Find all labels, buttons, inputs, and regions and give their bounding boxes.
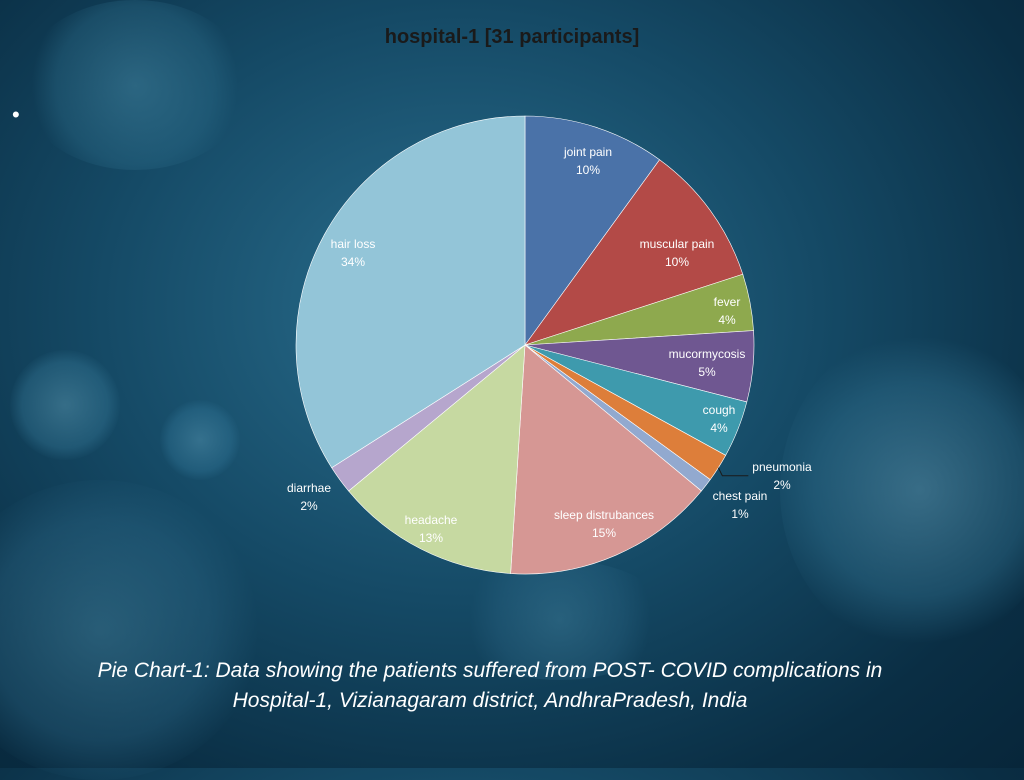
- background-virus-image: [780, 330, 1024, 650]
- slice-label-value: 1%: [731, 507, 749, 521]
- slice-label-value: 10%: [576, 163, 600, 177]
- slice-label-value: 4%: [710, 421, 728, 435]
- caption-line-2: Hospital-1, Vizianagaram district, Andhr…: [232, 689, 748, 712]
- figure-caption: Pie Chart-1: Data showing the patients s…: [40, 656, 940, 716]
- chart-title: hospital-1 [31 participants]: [384, 26, 640, 48]
- caption-line-1: Pie Chart-1: Data showing the patients s…: [97, 659, 883, 682]
- slice-label-value: 15%: [592, 526, 616, 540]
- slice-label-value: 4%: [718, 313, 736, 327]
- slice-label-value: 2%: [773, 478, 791, 492]
- slice-label-value: 2%: [300, 499, 318, 513]
- slice-label-value: 10%: [665, 255, 689, 269]
- leader-line-pneumonia: [717, 467, 749, 477]
- background-virus-image: [0, 480, 260, 780]
- background-virus-image: [10, 350, 120, 460]
- slice-label-name: cough: [703, 403, 736, 417]
- slice-label-value: 34%: [341, 255, 365, 269]
- background-virus-image: [20, 0, 250, 170]
- slice-label-value: 5%: [698, 365, 716, 379]
- slice-label-name: joint pain: [563, 145, 612, 159]
- slice-label-name: pneumonia: [752, 460, 812, 474]
- slice-label-name: fever: [714, 295, 741, 309]
- slice-label-value: 13%: [419, 531, 443, 545]
- slice-label-name: diarrhae: [287, 481, 331, 495]
- background-virus-image: [450, 560, 670, 680]
- slice-label-name: mucormycosis: [669, 347, 746, 361]
- pie-slice-sleep-distrubances: [510, 344, 702, 575]
- pie-slice-headache: [348, 344, 526, 574]
- pie-slice-joint-pain: [524, 115, 661, 346]
- slice-labels: joint pain 10% muscular pain 10% fever 4% muco…: [287, 145, 812, 545]
- slice-label-name: hair loss: [331, 237, 376, 251]
- leader-lines: [717, 467, 749, 477]
- background-virus-image: [160, 400, 240, 480]
- slice-label-name: headache: [405, 513, 458, 527]
- slice-label-name: muscular pain: [640, 237, 715, 251]
- pie-slice-hair-loss: [295, 115, 526, 469]
- slice-label-name: sleep distrubances: [554, 508, 654, 522]
- pie-slice-muscular-pain: [524, 159, 744, 346]
- pie-slices: [295, 115, 755, 575]
- bullet-point: •: [12, 102, 20, 127]
- slice-label-name: chest pain: [713, 489, 768, 503]
